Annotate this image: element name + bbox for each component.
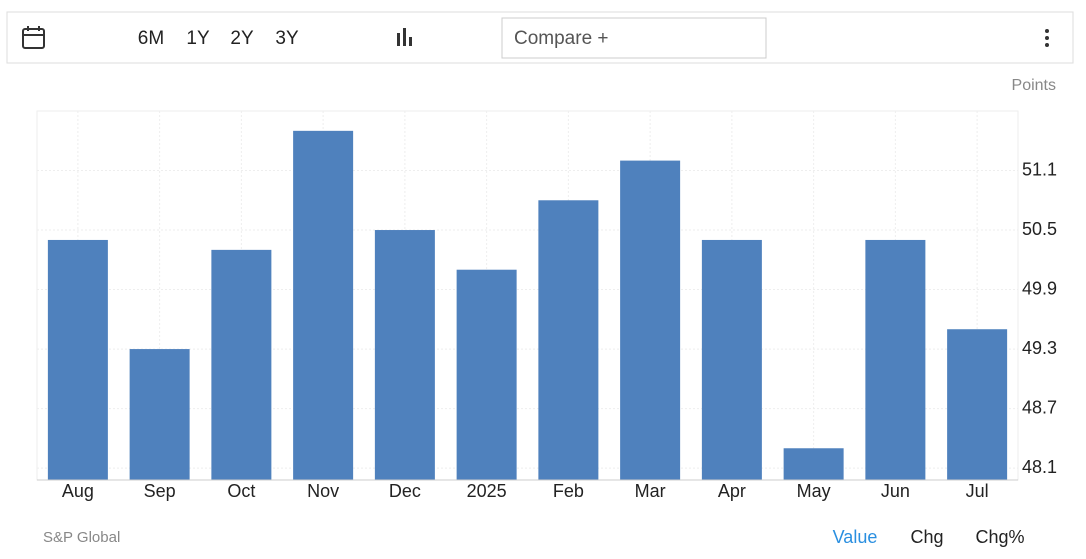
y-tick-label: 49.9 — [1022, 278, 1057, 298]
y-tick-label: 48.1 — [1022, 457, 1057, 477]
x-tick-label: Apr — [718, 481, 746, 501]
menu-icon[interactable] — [1045, 29, 1049, 47]
source: S&P Global — [43, 529, 120, 546]
footer-tab[interactable]: Chg% — [975, 527, 1024, 547]
x-tick-label: Sep — [144, 481, 176, 501]
unit-label: Points — [1012, 77, 1056, 94]
y-tick-label: 48.7 — [1022, 397, 1057, 417]
footer-tab[interactable]: Chg — [910, 527, 943, 547]
x-tick-label: Jun — [881, 481, 910, 501]
chart-type-icon[interactable] — [397, 28, 412, 46]
range-button[interactable]: 6M — [138, 28, 164, 49]
range-button[interactable]: 1Y — [186, 28, 210, 49]
calendar-icon[interactable] — [22, 26, 45, 49]
bar — [374, 230, 435, 480]
bar — [538, 200, 599, 480]
y-tick-label: 51.1 — [1022, 159, 1057, 179]
range-button[interactable]: 3Y — [275, 28, 299, 49]
y-tick-label: 49.3 — [1022, 338, 1057, 358]
x-tick-label: Aug — [62, 481, 94, 501]
bar — [211, 249, 272, 480]
x-tick-label: 2025 — [467, 481, 507, 501]
bar — [293, 130, 354, 480]
bar — [129, 349, 190, 480]
x-tick-label: Oct — [227, 481, 255, 501]
bar — [620, 160, 681, 480]
x-tick-label: Feb — [553, 481, 584, 501]
x-tick-label: Nov — [307, 481, 339, 501]
y-tick-label: 50.5 — [1022, 219, 1057, 239]
bar — [47, 239, 108, 480]
x-tick-label: May — [797, 481, 831, 501]
compare-input[interactable] — [501, 17, 767, 59]
bar — [456, 269, 517, 480]
x-tick-label: Mar — [635, 481, 666, 501]
x-tick-label: Jul — [966, 481, 989, 501]
compare-placeholder[interactable]: Compare + — [514, 28, 609, 49]
range-button[interactable]: 2Y — [230, 28, 254, 49]
bar — [783, 448, 844, 480]
bar — [947, 329, 1008, 480]
bar — [701, 239, 762, 480]
footer-tab[interactable]: Value — [833, 527, 878, 547]
bar — [865, 239, 926, 480]
x-tick-label: Dec — [389, 481, 421, 501]
